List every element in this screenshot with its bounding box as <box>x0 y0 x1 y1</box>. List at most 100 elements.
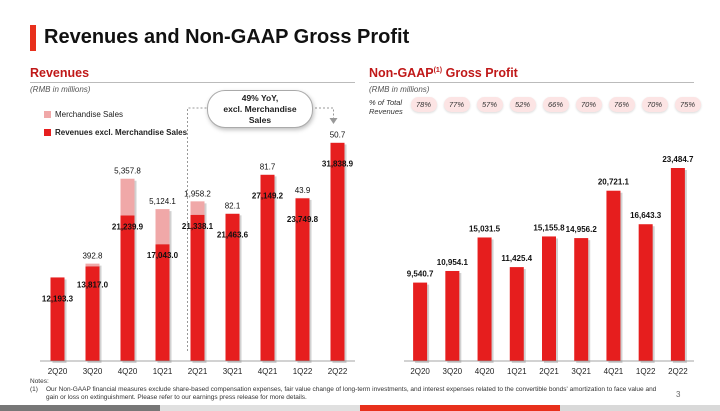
margin-pill-2Q21: 66% <box>542 97 569 112</box>
revenue-label-1Q22: 23,749.8 <box>287 215 319 224</box>
revenues-chart-title: Revenues <box>30 66 90 80</box>
revenue-bar-4Q20 <box>120 215 135 361</box>
merchandise-label-3Q21: 82.1 <box>225 201 241 210</box>
gross-profit-label-4Q20: 15,031.5 <box>469 224 501 233</box>
revenue-label-4Q20: 21,239.9 <box>112 222 144 231</box>
revenue-bar-2Q22 <box>330 142 345 361</box>
revenue-bar-3Q20 <box>85 266 100 361</box>
revenue-label-2Q21: 21,338.1 <box>182 222 214 231</box>
gross-profit-bar-1Q21 <box>509 267 524 361</box>
merchandise-label-4Q20: 5,357.8 <box>114 167 141 176</box>
revenue-bar-1Q21 <box>155 244 170 361</box>
callout-connector-left <box>187 107 207 351</box>
margin-row-label: % of Total Revenues <box>369 98 403 116</box>
gp-x-tick-2Q20: 2Q20 <box>410 367 430 376</box>
x-tick-1Q21: 1Q21 <box>153 367 173 376</box>
x-tick-2Q21: 2Q21 <box>188 367 208 376</box>
gp-x-tick-1Q21: 1Q21 <box>507 367 527 376</box>
gross-profit-label-2Q20: 9,540.7 <box>407 270 434 279</box>
margin-pill-3Q20: 77% <box>443 97 470 112</box>
legend-swatch-revenues-excl <box>44 129 51 136</box>
gross-profit-label-3Q20: 10,954.1 <box>437 258 469 267</box>
margin-pill-1Q22: 70% <box>641 97 668 112</box>
legend-label-merchandise: Merchandise Sales <box>55 110 124 119</box>
margin-pill-4Q21: 76% <box>608 97 635 112</box>
gp-x-tick-4Q21: 4Q21 <box>604 367 624 376</box>
merchandise-bar-1Q21 <box>155 209 170 245</box>
yoy-callout: 49% YoY, excl. Merchandise Sales <box>207 90 313 128</box>
x-tick-2Q20: 2Q20 <box>48 367 68 376</box>
revenue-label-3Q21: 21,463.6 <box>217 230 249 239</box>
x-tick-3Q20: 3Q20 <box>83 367 103 376</box>
revenue-label-4Q21: 27,149.2 <box>252 191 284 200</box>
gross-profit-label-2Q21: 15,155.8 <box>533 223 565 232</box>
notes-heading: Notes: <box>30 378 49 385</box>
gross-profit-bar-3Q20 <box>445 270 460 361</box>
gross-profit-label-2Q22: 23,484.7 <box>662 155 694 164</box>
revenue-bar-1Q22 <box>295 198 310 361</box>
revenue-bar-4Q21 <box>260 174 275 361</box>
callout-arrow <box>329 118 338 124</box>
bottom-color-strip <box>0 405 720 411</box>
page-number: 3 <box>676 390 681 399</box>
revenue-label-3Q20: 13,817.0 <box>77 281 109 290</box>
gross-profit-label-3Q21: 14,956.2 <box>566 225 598 234</box>
margin-pill-3Q21: 70% <box>575 97 602 112</box>
revenue-label-1Q21: 17,043.0 <box>147 251 179 260</box>
gp-x-tick-3Q21: 3Q21 <box>571 367 591 376</box>
legend-swatch-merchandise <box>44 111 51 118</box>
x-tick-2Q22: 2Q22 <box>328 367 348 376</box>
merchandise-bar-3Q20 <box>85 263 100 267</box>
revenue-label-2Q20: 12,193.3 <box>42 294 74 303</box>
merchandise-bar-4Q21 <box>260 174 275 175</box>
revenue-bar-2Q21 <box>190 214 205 361</box>
gp-x-tick-3Q20: 3Q20 <box>443 367 463 376</box>
revenue-bar-2Q20 <box>50 277 65 361</box>
gp-x-tick-2Q21: 2Q21 <box>539 367 559 376</box>
merchandise-label-4Q21: 81.7 <box>260 162 276 171</box>
x-tick-1Q22: 1Q22 <box>293 367 313 376</box>
gross-profit-bar-2Q22 <box>670 168 685 361</box>
title-accent-bar <box>30 25 36 51</box>
gross-profit-chart-title: Non-GAAP(1) Gross Profit <box>369 66 518 80</box>
gross-profit-label-4Q21: 20,721.1 <box>598 178 630 187</box>
margin-pill-2Q22: 75% <box>674 97 701 112</box>
gp-x-tick-1Q22: 1Q22 <box>636 367 656 376</box>
x-tick-3Q21: 3Q21 <box>223 367 243 376</box>
margin-pill-4Q20: 57% <box>476 97 503 112</box>
merchandise-label-1Q21: 5,124.1 <box>149 197 176 206</box>
merchandise-bar-3Q21 <box>225 213 240 214</box>
legend-merchandise: Merchandise Sales <box>44 110 123 119</box>
footnotes: Notes: (1) Our Non-GAAP financial measur… <box>30 378 670 402</box>
gross-profit-bar-2Q20 <box>413 282 428 361</box>
merchandise-label-3Q20: 392.8 <box>82 252 103 261</box>
gross-profit-label-1Q22: 16,643.3 <box>630 211 662 220</box>
legend-revenues-excl: Revenues excl. Merchandise Sales <box>44 128 187 137</box>
revenues-title-rule <box>30 82 355 83</box>
gross-profit-bar-4Q20 <box>477 237 492 361</box>
gp-x-tick-2Q22: 2Q22 <box>668 367 688 376</box>
margin-pill-2Q20: 78% <box>410 97 437 112</box>
gross-profit-bar-3Q21 <box>574 238 589 361</box>
merchandise-label-2Q21: 1,958.2 <box>184 189 211 198</box>
merchandise-label-2Q22: 50.7 <box>330 130 346 139</box>
revenue-bar-3Q21 <box>225 213 240 361</box>
gross-profit-units: (RMB in millions) <box>369 85 430 94</box>
gross-profit-bar-2Q21 <box>542 236 556 361</box>
gross-profit-title-rule <box>369 82 694 83</box>
merchandise-bar-2Q21 <box>190 201 205 215</box>
legend-label-revenues-excl: Revenues excl. Merchandise Sales <box>55 128 188 137</box>
gross-profit-bar-1Q22 <box>638 224 653 361</box>
revenue-label-2Q22: 31,838.9 <box>322 159 354 168</box>
x-tick-4Q21: 4Q21 <box>258 367 278 376</box>
x-tick-4Q20: 4Q20 <box>118 367 138 376</box>
gross-profit-label-1Q21: 11,425.4 <box>501 254 532 263</box>
merchandise-label-1Q22: 43.9 <box>295 186 311 195</box>
gross-profit-bar-4Q21 <box>606 190 621 361</box>
page-title: Revenues and Non-GAAP Gross Profit <box>44 26 410 48</box>
merchandise-bar-4Q20 <box>120 178 135 216</box>
margin-pill-1Q21: 52% <box>509 97 536 112</box>
revenues-units: (RMB in millions) <box>30 85 91 94</box>
footnote-1: (1) Our Non-GAAP financial measures excl… <box>30 386 657 401</box>
